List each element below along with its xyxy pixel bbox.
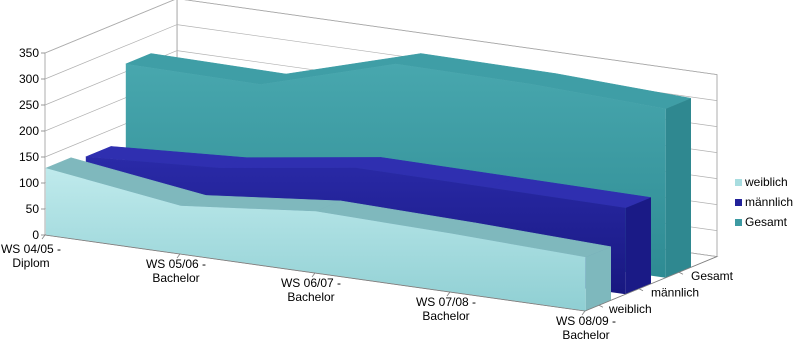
- depth-tick: [678, 271, 684, 275]
- series-top-surface: [220, 157, 382, 169]
- legend-swatch: [735, 178, 742, 186]
- x-tick-label: WS 05/06 -Bachelor: [146, 257, 206, 285]
- x-tick-label: WS 08/09 -Bachelor: [556, 314, 616, 342]
- x-tick-label-line: WS 06/07 -: [281, 276, 341, 290]
- depth-label: männlich: [651, 286, 699, 300]
- series-end-cap: [585, 246, 611, 311]
- x-tick-label: WS 07/08 -Bachelor: [416, 295, 476, 323]
- legend-swatch: [735, 218, 742, 226]
- x-tick-label-line: Bachelor: [422, 309, 469, 323]
- y-tick-label: 300: [19, 72, 39, 86]
- depth-axis-line: [584, 256, 718, 312]
- depth-tick: [638, 288, 644, 292]
- depth-label: weiblich: [608, 302, 652, 316]
- legend-label: männlich: [745, 195, 794, 209]
- x-tick-label-line: Bachelor: [562, 328, 609, 342]
- legend-item: Gesamt: [735, 214, 793, 230]
- y-tick-label: 150: [19, 150, 39, 164]
- y-tick-label: 200: [19, 124, 39, 138]
- series-end-cap: [625, 197, 651, 295]
- x-tick: [176, 253, 181, 259]
- x-tick-label-line: Bachelor: [152, 271, 199, 285]
- x-tick-label: WS 04/05 -Diplom: [1, 242, 61, 270]
- y-tick-label: 350: [19, 46, 39, 60]
- depth-label: Gesamt: [691, 269, 734, 283]
- depth-tick: [598, 304, 604, 308]
- x-tick-label-line: WS 04/05 -: [1, 242, 61, 256]
- gridline: [44, 0, 718, 75]
- legend-item: weiblich: [735, 174, 793, 190]
- x-tick: [41, 234, 46, 240]
- series-front-face: [45, 168, 586, 311]
- series-end-cap: [665, 98, 691, 278]
- legend-item: männlich: [735, 194, 793, 210]
- x-tick-label-line: WS 07/08 -: [416, 295, 476, 309]
- x-tick: [446, 291, 451, 297]
- legend: weiblich männlich Gesamt: [735, 174, 793, 234]
- series-layer: [45, 53, 692, 311]
- x-tick-label-line: Bachelor: [287, 290, 334, 304]
- y-tick-label: 50: [26, 202, 40, 216]
- x-tick-label-line: WS 05/06 -: [146, 257, 206, 271]
- y-tick-label: 250: [19, 98, 39, 112]
- x-tick-label-line: WS 08/09 -: [556, 314, 616, 328]
- x-tick: [581, 310, 586, 316]
- legend-swatch: [735, 198, 742, 206]
- y-tick-label: 100: [19, 176, 39, 190]
- legend-label: Gesamt: [745, 215, 788, 229]
- x-tick-label-line: Diplom: [12, 256, 49, 270]
- x-tick-label: WS 06/07 -Bachelor: [281, 276, 341, 304]
- y-tick-label: 0: [32, 228, 39, 242]
- x-tick: [311, 272, 316, 278]
- legend-label: weiblich: [745, 175, 788, 189]
- series-weiblich: [45, 157, 612, 311]
